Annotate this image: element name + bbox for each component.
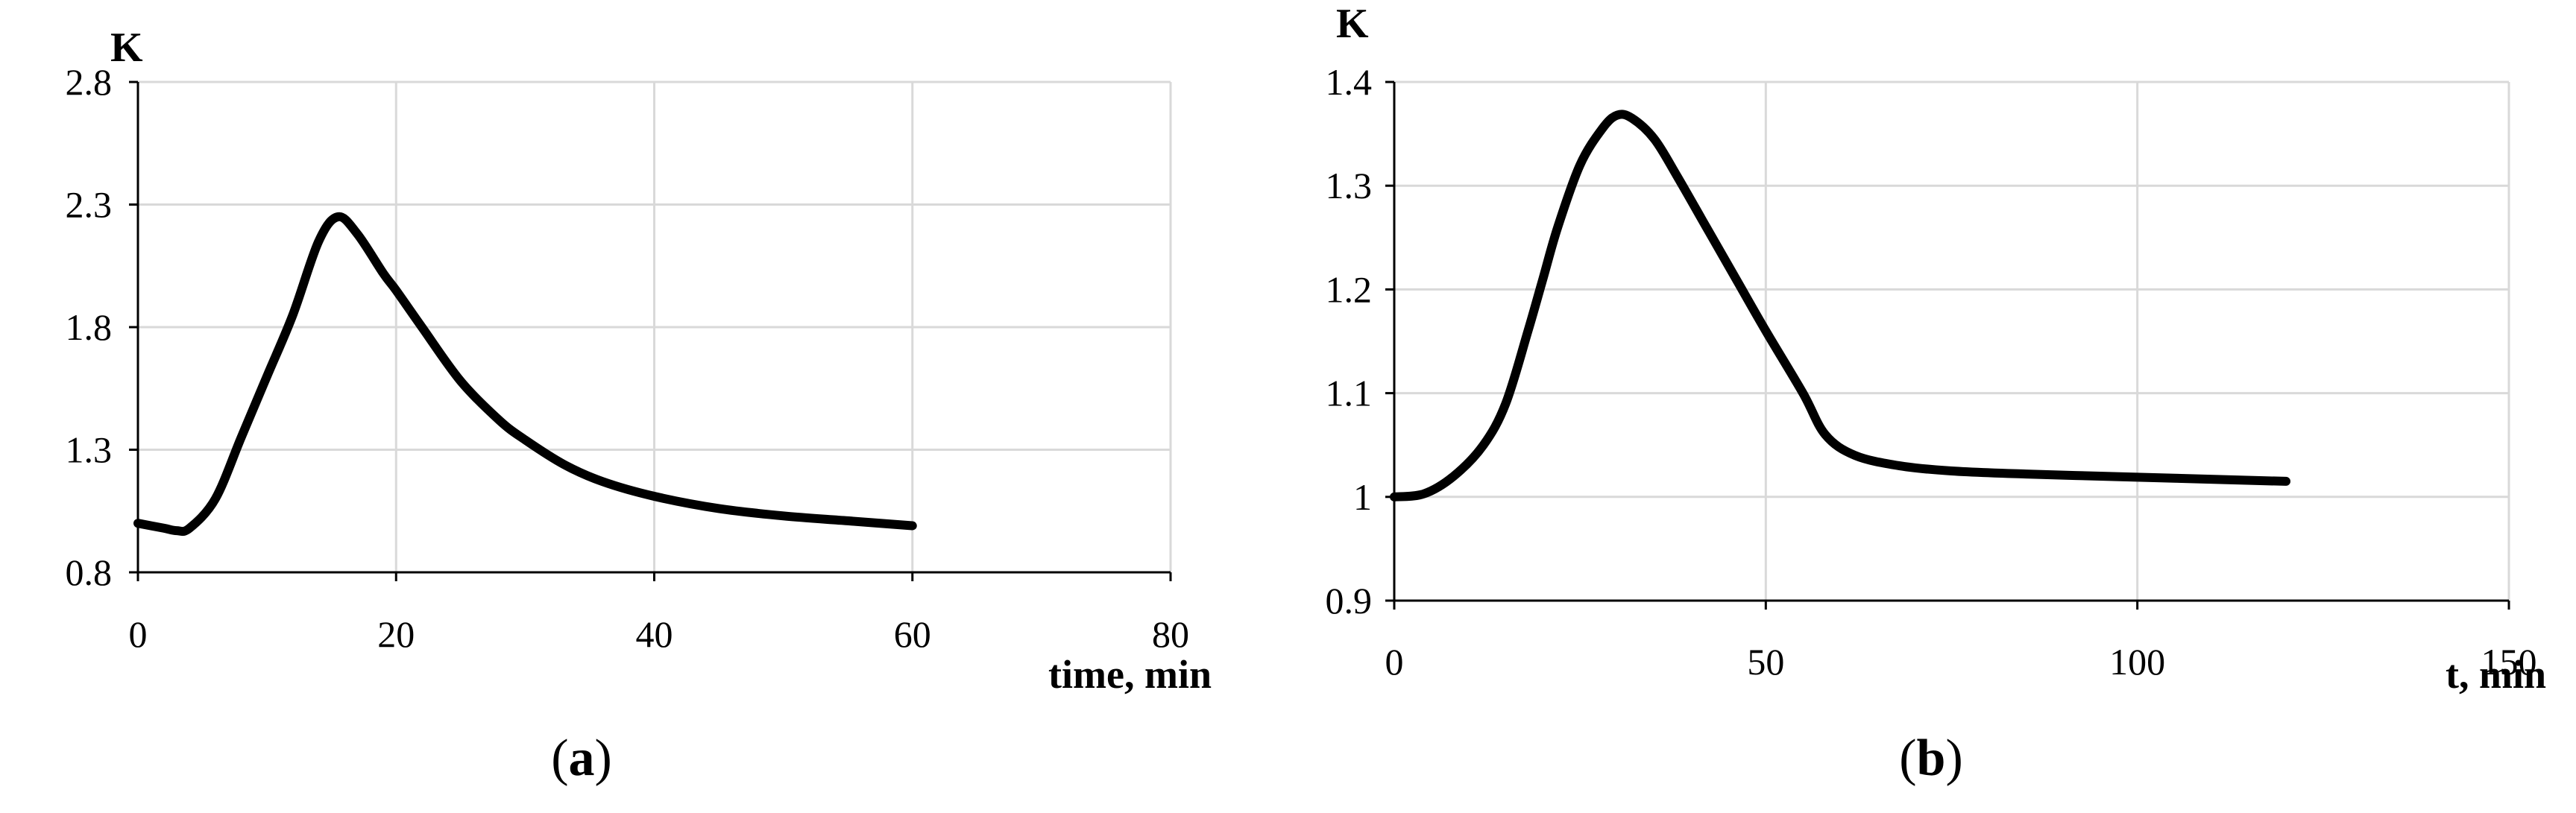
chart-b-y-tick-label: 0.9 <box>1326 580 1373 621</box>
chart-b-x-axis-label: t, min <box>2446 652 2546 697</box>
chart-a-axes <box>129 80 1172 581</box>
chart-a-x-tick-labels: 0 20 40 60 80 <box>129 613 1190 655</box>
chart-a-x-tick-label: 40 <box>636 613 673 655</box>
chart-a-x-tick-label: 0 <box>129 613 148 655</box>
chart-b-axes <box>1385 80 2510 610</box>
chart-a-x-tick-label: 60 <box>894 613 931 655</box>
chart-a-x-axis-label: time, min <box>1048 652 1212 697</box>
chart-a-gridlines <box>138 80 1172 572</box>
chart-a-caption-letter: a <box>569 730 595 787</box>
chart-b: 0.9 1 1.1 1.2 1.3 1.4 0 50 100 150 K t, min (b) <box>1326 1 2547 787</box>
chart-b-x-tick-label: 100 <box>2109 641 2165 683</box>
chart-a-y-tick-label: 0.8 <box>66 551 113 593</box>
chart-b-gridlines <box>1394 80 2510 601</box>
chart-a-series-line <box>133 212 917 537</box>
chart-a-y-axis-label: K <box>110 25 143 71</box>
chart-a-y-tick-label: 2.8 <box>66 61 113 103</box>
chart-a-y-tick-labels: 0.8 1.3 1.8 2.3 2.8 <box>66 61 113 593</box>
chart-b-series-line <box>1390 110 2290 502</box>
chart-a-y-tick-label: 1.3 <box>66 429 113 471</box>
chart-a-y-tick-label: 2.3 <box>66 184 113 226</box>
chart-b-x-tick-label: 50 <box>1747 641 1784 683</box>
chart-a-caption: (a) <box>551 730 612 787</box>
chart-a-y-tick-label: 1.8 <box>66 306 113 348</box>
chart-a-x-tick-label: 80 <box>1152 613 1189 655</box>
chart-a-x-tick-label: 20 <box>377 613 415 655</box>
chart-b-y-tick-label: 1.1 <box>1326 373 1373 414</box>
chart-b-caption: (b) <box>1899 730 1963 787</box>
chart-b-x-tick-labels: 0 50 100 150 <box>1385 641 2537 683</box>
chart-b-y-tick-label: 1.2 <box>1326 268 1373 310</box>
chart-b-y-tick-label: 1 <box>1353 476 1372 518</box>
chart-b-y-tick-label: 1.3 <box>1326 165 1373 206</box>
chart-b-x-tick-label: 0 <box>1385 641 1404 683</box>
chart-b-y-tick-labels: 0.9 1 1.1 1.2 1.3 1.4 <box>1326 61 1373 621</box>
chart-a: 0.8 1.3 1.8 2.3 2.8 0 20 40 60 80 K time, min (a… <box>66 25 1212 787</box>
chart-b-y-axis-label: K <box>1336 1 1369 47</box>
chart-b-caption-letter: b <box>1917 730 1946 787</box>
chart-b-y-tick-label: 1.4 <box>1326 61 1373 103</box>
chart-b-x-tick-label: 150 <box>2481 641 2537 683</box>
